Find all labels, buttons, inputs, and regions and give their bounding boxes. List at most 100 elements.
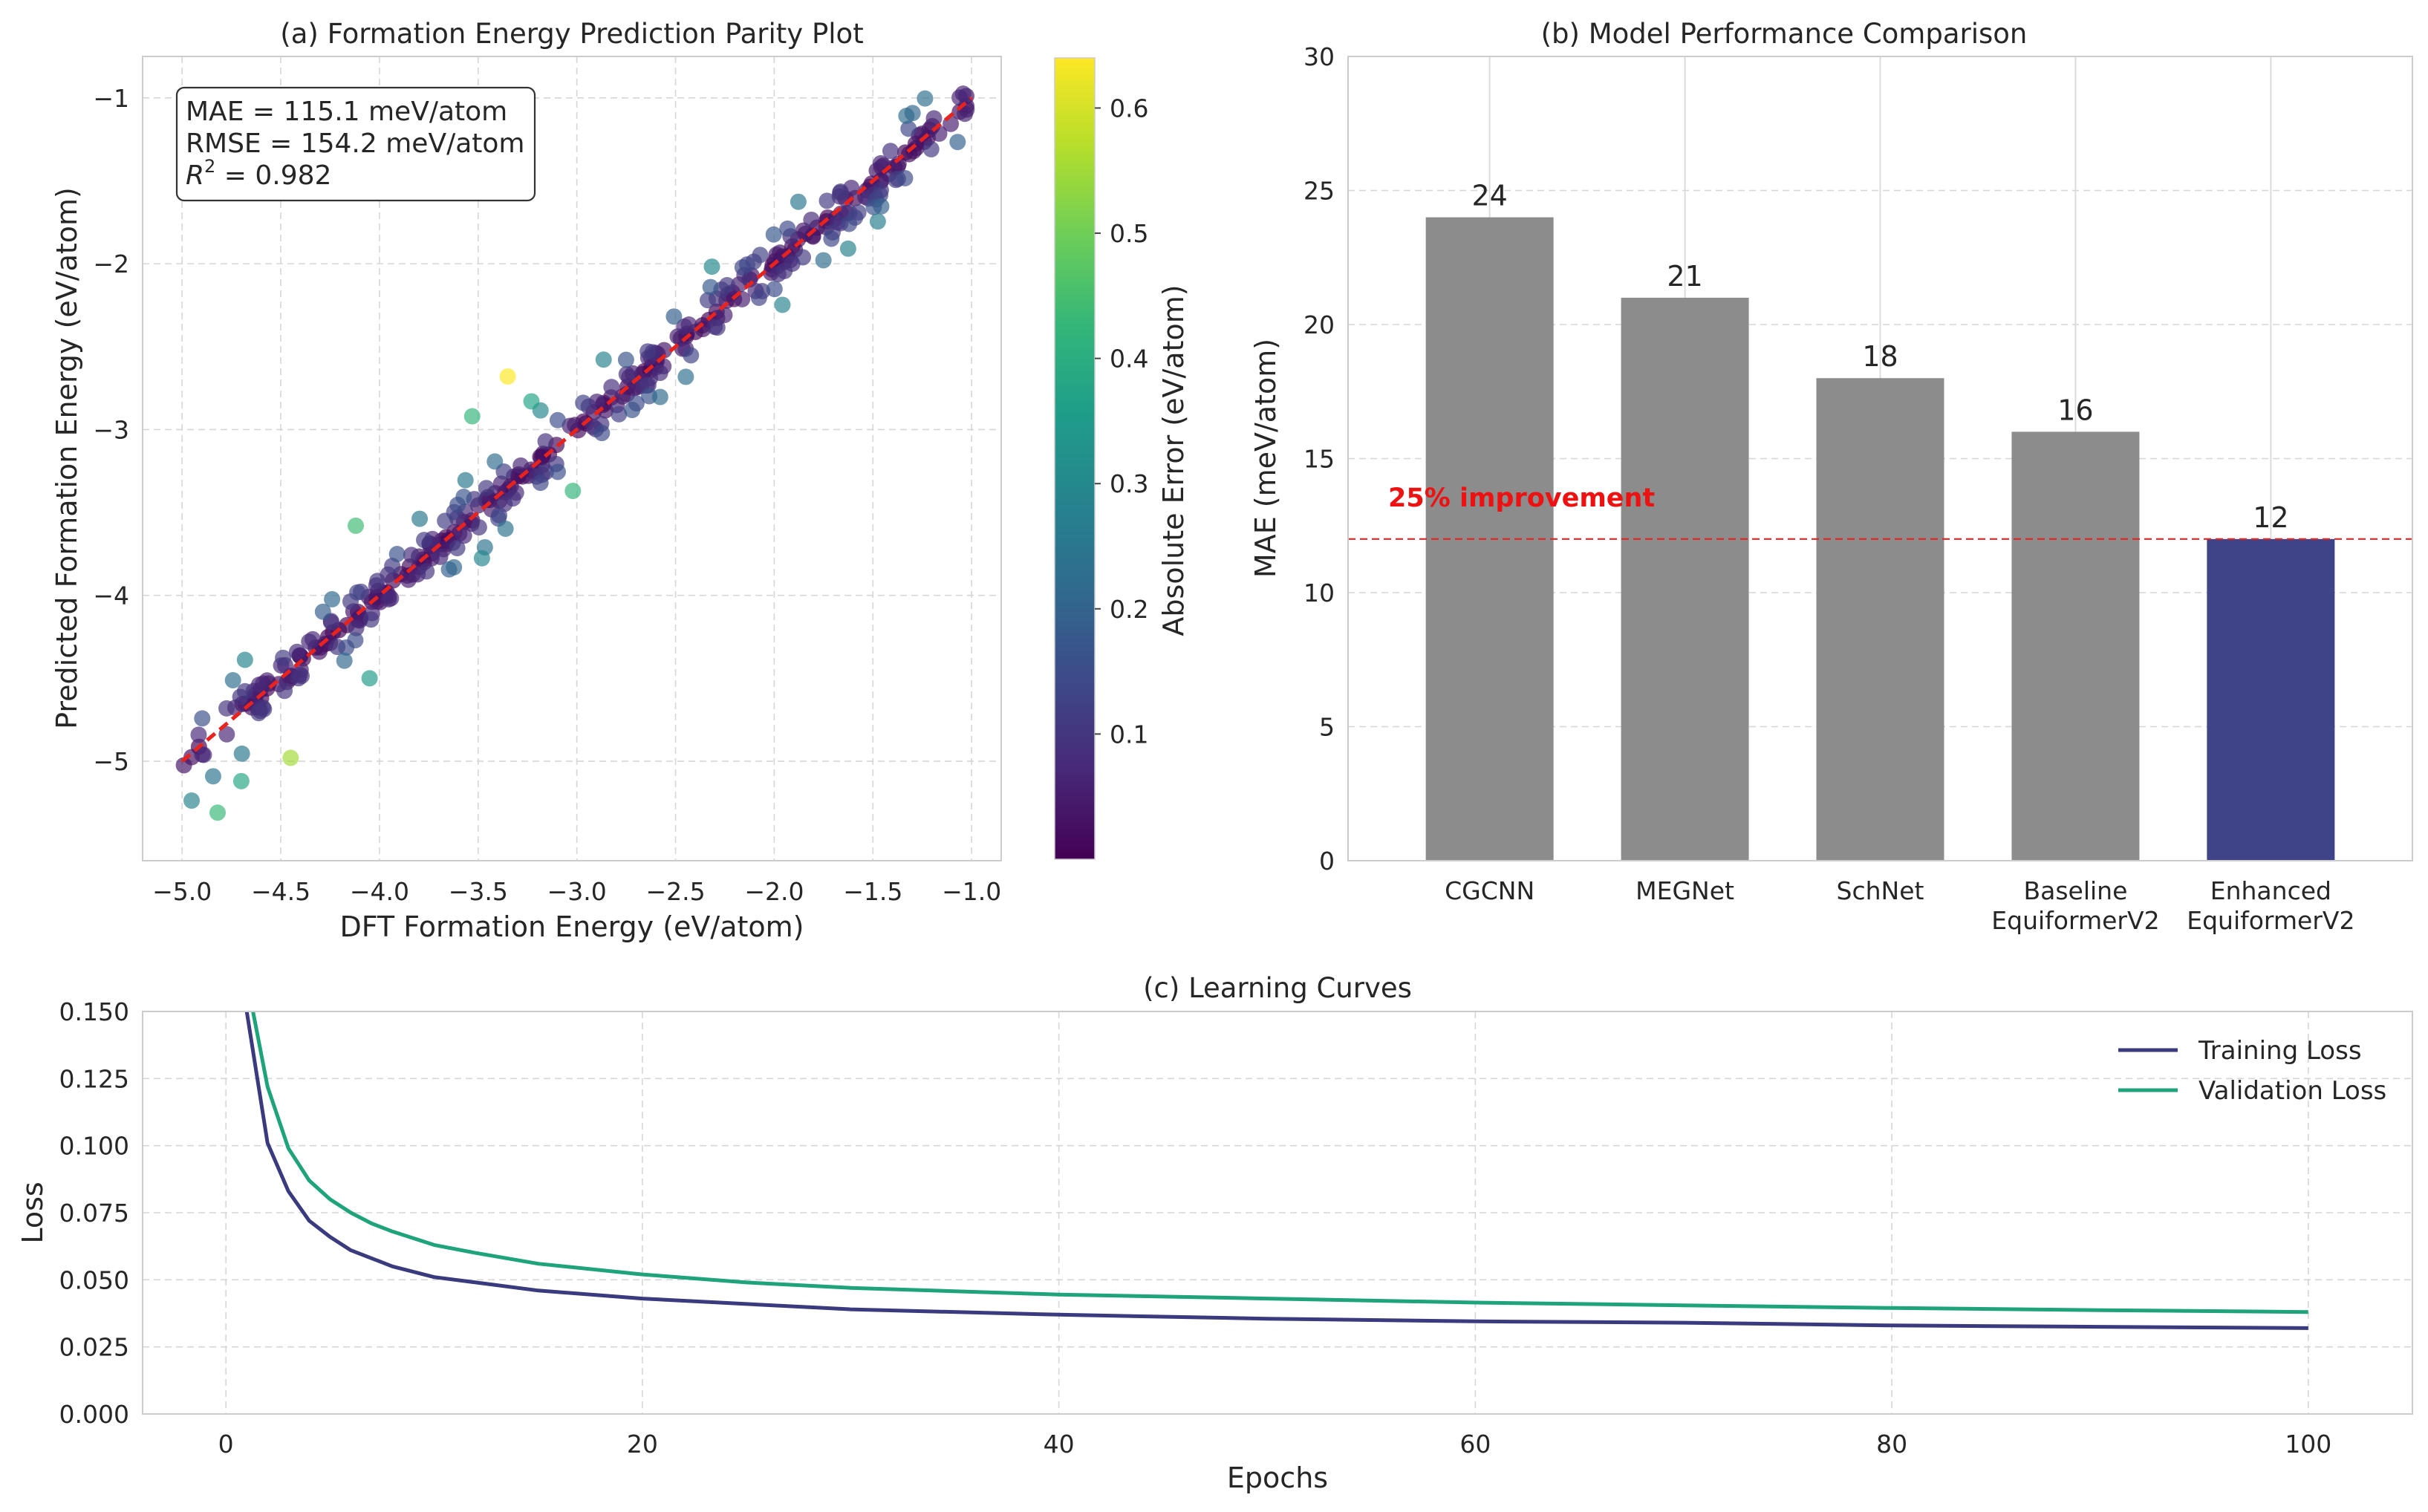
parity-y-tick-label: −1 (93, 84, 129, 113)
parity-scatter-point (232, 772, 250, 789)
parity-y-tick-label: −2 (93, 250, 129, 278)
learning-y-tick-label: 0.025 (59, 1333, 129, 1362)
parity-scatter-point (449, 540, 466, 557)
learning-x-tick-label: 80 (1876, 1430, 1907, 1459)
parity-scatter-point (497, 521, 514, 538)
colorbar-tick-label: 0.5 (1110, 219, 1148, 248)
parity-scatter-point (499, 368, 516, 385)
parity-scatter-point (651, 388, 668, 405)
parity-scatter-point (347, 632, 364, 649)
parity-x-label: DFT Formation Energy (eV/atom) (339, 910, 804, 943)
stats-r2: R2 = 0.982 (186, 156, 331, 191)
learning-series-lines (244, 1011, 2308, 1330)
bar-schnet (1816, 378, 1944, 861)
bar-value-labels: 24 21 18 16 12 (1471, 180, 2288, 534)
bar-category-label-line2: EquiformerV2 (1991, 906, 2159, 935)
colorbar-tick-label: 0.2 (1110, 595, 1148, 624)
bar-value-label: 16 (2057, 394, 2093, 426)
parity-scatter-point (276, 682, 293, 700)
parity-scatter-point (595, 351, 612, 368)
stats-mae: MAE = 115.1 meV/atom (186, 97, 507, 127)
parity-scatter-point (183, 792, 201, 809)
parity-scatter-point (750, 289, 767, 306)
parity-scatter-point (383, 590, 400, 607)
parity-y-tick-label: −4 (93, 581, 129, 610)
bar-axes-frame (1347, 56, 2413, 861)
colorbar-tick-label: 0.3 (1110, 469, 1148, 498)
parity-scatter-point (175, 757, 192, 774)
parity-scatter-point (455, 527, 472, 544)
learning-y-tick-label: 0.100 (59, 1132, 129, 1161)
bar-category-label: CGCNN (1445, 876, 1534, 905)
learning-x-ticks: 0 20 40 60 80 100 (218, 1430, 2332, 1459)
learning-y-ticks: 0.000 0.025 0.050 0.075 0.100 0.125 0.150 (59, 997, 129, 1429)
bar-y-tick-label: 0 (1319, 847, 1335, 876)
parity-scatter-point (348, 619, 365, 636)
parity-scatter-point (388, 546, 406, 563)
bar-megnet (1621, 297, 1749, 861)
learning-y-tick-label: 0.050 (59, 1265, 129, 1294)
bar-y-tick-label: 30 (1303, 42, 1335, 71)
parity-scatter-point (348, 517, 365, 534)
parity-scatter-point (523, 393, 540, 410)
parity-scatter-point (282, 749, 299, 766)
parity-axes-frame (142, 56, 1002, 861)
parity-scatter-point (815, 252, 832, 269)
parity-scatter-point (190, 726, 207, 743)
learning-axes-frame (142, 1011, 2413, 1415)
parity-x-tick-label: −3.5 (449, 877, 508, 906)
parity-scatter-point (954, 85, 971, 102)
parity-scatter-point (611, 405, 628, 423)
parity-scatter-point (195, 746, 212, 763)
model-comparison-title: (b) Model Performance Comparison (1541, 18, 2028, 50)
parity-scatter-point (504, 490, 521, 507)
parity-scatter-point (224, 671, 241, 688)
parity-scatter-point (768, 247, 785, 264)
learning-x-label: Epochs (1227, 1462, 1328, 1494)
parity-scatter-point (446, 558, 463, 576)
bar-value-label: 18 (1862, 340, 1898, 373)
parity-x-tick-label: −5.0 (152, 877, 212, 906)
parity-scatter-point (288, 643, 305, 660)
parity-scatter-point (301, 633, 318, 651)
parity-scatter-point (957, 105, 974, 123)
parity-scatter-point (925, 110, 943, 127)
parity-x-tick-label: −1.5 (843, 877, 902, 906)
parity-scatter-point (766, 281, 783, 298)
parity-scatter-point (256, 700, 273, 717)
colorbar: 0.1 0.2 0.3 0.4 0.5 0.6 Absolute Error (eV/at… (1054, 57, 1190, 860)
colorbar-tick-label: 0.4 (1110, 345, 1148, 374)
legend-training-label: Training Loss (2198, 1036, 2362, 1066)
parity-scatter-point (709, 319, 726, 336)
parity-scatter-point (209, 804, 226, 821)
parity-scatter-point (873, 198, 890, 215)
learning-legend: Training Loss Validation Loss (2118, 1036, 2386, 1106)
parity-scatter-points (175, 85, 975, 821)
parity-scatter-point (665, 308, 683, 325)
parity-scatter-point (486, 453, 504, 470)
parity-scatter-point (618, 365, 635, 382)
parity-x-tick-label: −1.0 (942, 877, 1001, 906)
bar-y-tick-label: 20 (1303, 310, 1335, 339)
bar-value-label: 24 (1471, 180, 1507, 212)
parity-scatter-point (898, 108, 915, 125)
parity-scatter-point (896, 169, 914, 186)
learning-x-tick-label: 0 (218, 1430, 234, 1459)
improvement-annotation: 25% improvement (1388, 483, 1655, 513)
parity-scatter-point (651, 365, 668, 382)
parity-scatter-point (204, 768, 221, 785)
parity-scatter-point (593, 425, 611, 442)
parity-scatter-point (236, 682, 253, 700)
parity-y-label: Predicted Formation Energy (eV/atom) (51, 187, 83, 729)
parity-scatter-point (473, 550, 490, 567)
parity-y-tick-label: −3 (93, 415, 129, 444)
parity-scatter-point (882, 143, 899, 160)
parity-scatter-point (779, 220, 796, 237)
bar-category-label-line2: EquiformerV2 (2187, 906, 2354, 935)
legend-validation-label: Validation Loss (2198, 1076, 2386, 1106)
bar-category-label: Enhanced (2210, 876, 2331, 905)
parity-scatter-point (795, 249, 812, 266)
bar-y-label: MAE (meV/atom) (1249, 339, 1282, 578)
parity-scatter-point (603, 379, 620, 396)
